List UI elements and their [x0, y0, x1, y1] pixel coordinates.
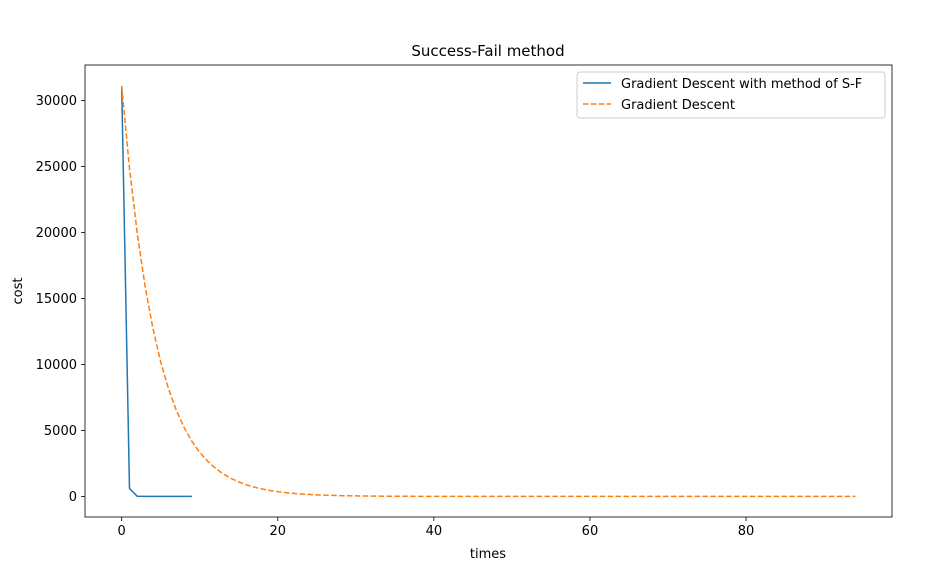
x-axis: 0 20 40 60 80	[118, 517, 755, 539]
y-axis: 0 5000 10000 15000 20000 25000 30000	[36, 94, 85, 505]
y-tick-label: 30000	[36, 94, 77, 109]
x-axis-title: times	[470, 547, 506, 562]
y-tick-label: 15000	[36, 292, 77, 307]
y-axis-title: cost	[11, 278, 26, 305]
y-tick-label: 10000	[36, 358, 77, 373]
y-tick-label: 0	[69, 490, 77, 505]
x-tick-label: 40	[426, 524, 443, 539]
y-tick-label: 5000	[44, 424, 77, 439]
x-tick-label: 60	[582, 524, 599, 539]
chart-title: Success-Fail method	[411, 42, 564, 60]
x-tick-label: 0	[118, 524, 126, 539]
x-tick-label: 20	[270, 524, 287, 539]
series-layer	[120, 86, 856, 498]
x-tick-label: 80	[738, 524, 755, 539]
series-line-0	[120, 86, 192, 498]
y-tick-label: 25000	[36, 160, 77, 175]
legend-box	[576, 71, 886, 119]
y-tick-label: 20000	[36, 226, 77, 241]
legend-label-series-1: Gradient Descent	[621, 98, 735, 113]
plot-frame	[84, 64, 893, 518]
legend-label-series-0: Gradient Descent with method of S-F	[621, 77, 862, 92]
legend: Gradient Descent with method of S-F Grad…	[576, 71, 886, 119]
